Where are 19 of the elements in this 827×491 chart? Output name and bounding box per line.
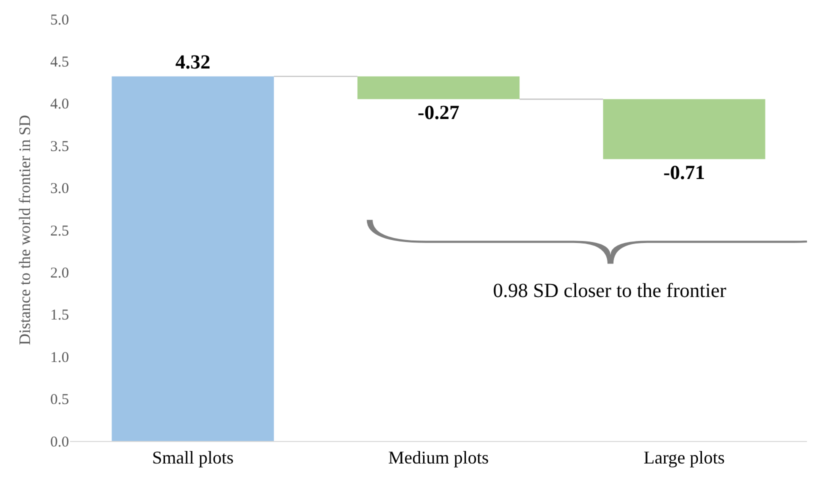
data-label: -0.71 [663, 162, 706, 184]
data-label: -0.27 [418, 102, 460, 124]
y-tick-label: 4.0 [50, 96, 69, 113]
y-tick-label: 1.5 [50, 308, 69, 324]
y-tick-label: 1.0 [50, 350, 69, 366]
y-tick-label: 4.5 [50, 54, 69, 70]
y-axis-title: Distance to the world frontier in SD [17, 114, 34, 346]
y-tick-label: 0.5 [50, 392, 69, 408]
y-tick-label: 0.0 [50, 434, 69, 450]
y-tick-label: 2.0 [50, 265, 69, 282]
y-tick-label: 3.5 [50, 138, 69, 155]
y-tick-label: 5.0 [50, 12, 69, 28]
data-label: 4.32 [175, 51, 210, 74]
x-tick-label: Small plots [152, 448, 234, 468]
y-tick-label: 3.0 [50, 181, 69, 198]
annotation: 0.98 SD closer to the frontier [493, 280, 727, 302]
x-tick-label: Medium plots [388, 448, 489, 468]
y-tick-label: 2.5 [50, 223, 69, 240]
x-tick-label: Large plots [644, 448, 725, 468]
